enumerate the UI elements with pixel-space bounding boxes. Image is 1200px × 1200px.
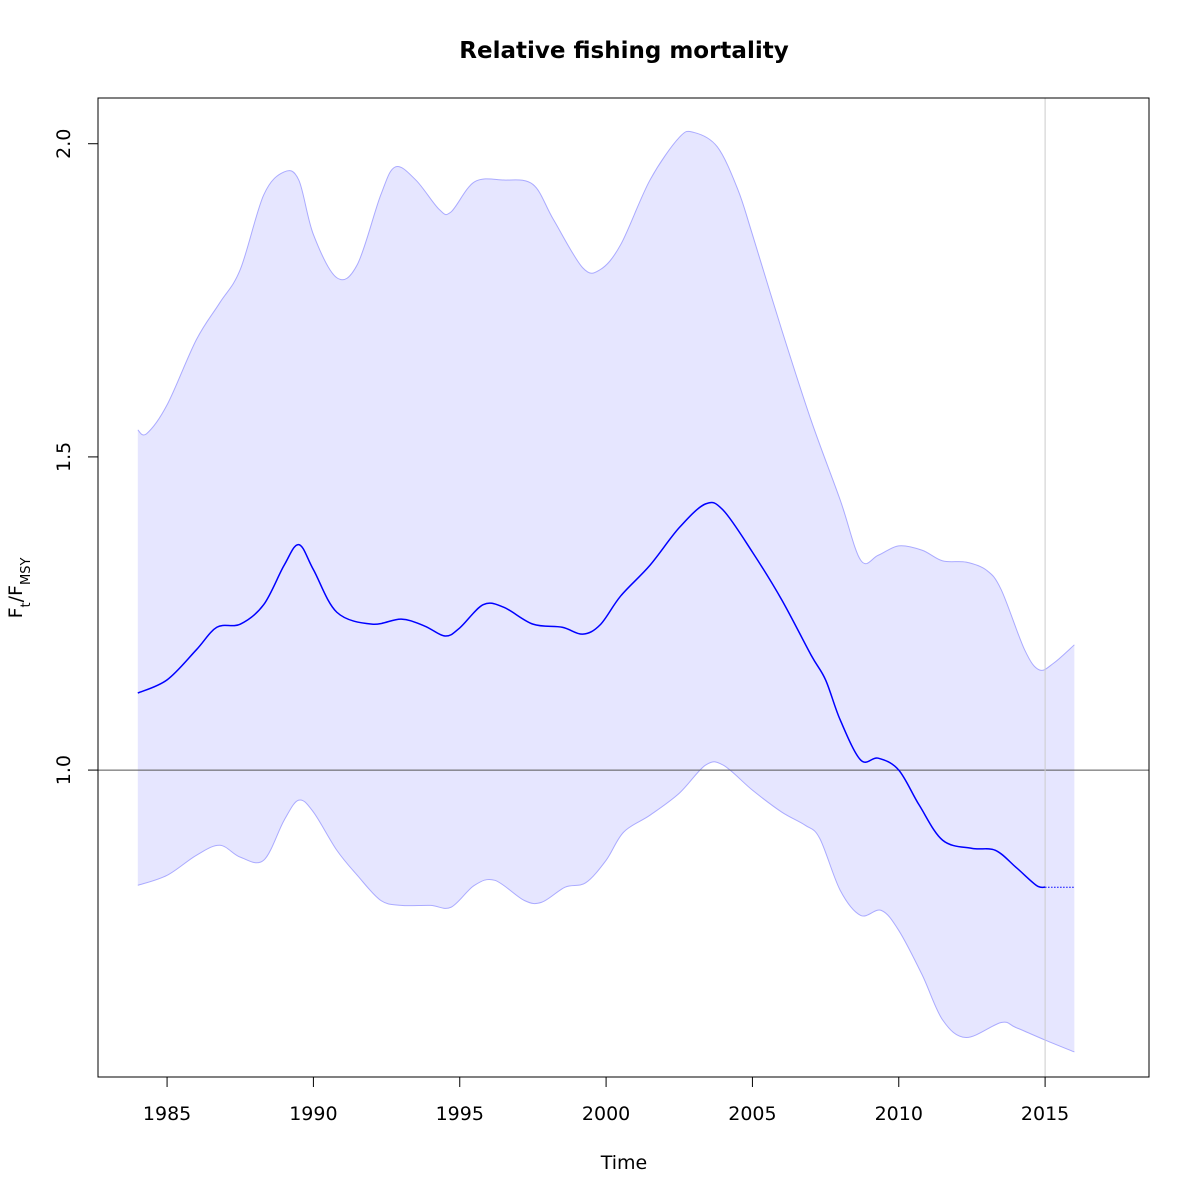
estimate-line [137,501,1046,889]
y-tick-label: 2.0 [53,129,75,159]
x-tick-label: 2000 [582,1103,630,1125]
y-axis-label-part: /F [5,585,27,602]
y-axis-label-part: t [19,602,34,607]
band-edge [137,761,1075,1053]
y-axis-label-part: F [5,607,27,618]
chart-title: Relative fishing mortality [459,38,788,64]
confidence-band [137,131,1075,1052]
x-tick-label: 1985 [143,1103,191,1125]
y-axis-label-part: MSY [19,558,34,585]
x-tick-label: 2005 [728,1103,776,1125]
x-tick-label: 2010 [875,1103,923,1125]
y-tick-label: 1.0 [53,755,75,785]
x-tick-label: 1990 [289,1103,337,1125]
y-axis-label: Ft/FMSY [5,558,34,619]
x-tick-label: 1995 [436,1103,484,1125]
x-tick-label: 2015 [1021,1103,1069,1125]
x-axis-label: Time [600,1152,648,1174]
y-tick-label: 1.5 [53,442,75,472]
band-edge [137,130,1075,671]
